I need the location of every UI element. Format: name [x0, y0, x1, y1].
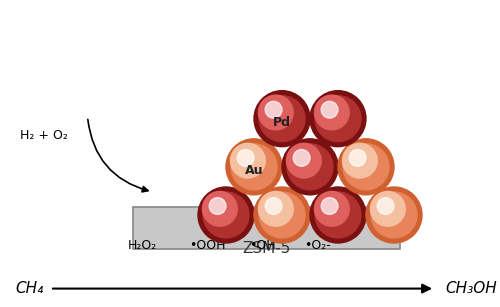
Circle shape [338, 139, 394, 195]
Circle shape [258, 95, 293, 130]
Text: CH₄: CH₄ [15, 281, 44, 296]
Circle shape [226, 139, 282, 195]
Circle shape [202, 192, 237, 226]
Circle shape [314, 95, 349, 130]
Text: •O₂-: •O₂- [304, 239, 331, 252]
Circle shape [259, 96, 305, 142]
Circle shape [230, 143, 265, 178]
Circle shape [315, 96, 361, 142]
Circle shape [315, 192, 361, 238]
Circle shape [282, 139, 338, 195]
Circle shape [265, 198, 282, 215]
Text: •OOH: •OOH [189, 239, 226, 252]
Circle shape [314, 192, 349, 226]
Circle shape [321, 101, 338, 118]
Text: H₂ + O₂: H₂ + O₂ [20, 129, 68, 142]
Circle shape [231, 144, 277, 190]
Text: Au: Au [245, 164, 263, 177]
Circle shape [198, 187, 254, 243]
Circle shape [321, 198, 338, 215]
Circle shape [286, 143, 321, 178]
Circle shape [310, 187, 366, 243]
Circle shape [342, 143, 377, 178]
Text: ZSM-5: ZSM-5 [242, 241, 290, 256]
Text: Pd: Pd [273, 116, 291, 129]
Circle shape [310, 91, 366, 147]
Circle shape [209, 198, 226, 215]
Text: CH₃OH: CH₃OH [445, 281, 497, 296]
Circle shape [370, 192, 405, 226]
Circle shape [366, 187, 422, 243]
Circle shape [254, 187, 310, 243]
Circle shape [349, 150, 366, 166]
Circle shape [287, 144, 333, 190]
Circle shape [258, 192, 293, 226]
FancyArrowPatch shape [88, 119, 148, 192]
Circle shape [259, 192, 305, 238]
Circle shape [265, 101, 282, 118]
Bar [132, 207, 400, 249]
Text: •OH: •OH [249, 239, 276, 252]
Circle shape [203, 192, 249, 238]
Circle shape [254, 91, 310, 147]
Circle shape [293, 150, 310, 166]
Circle shape [237, 150, 254, 166]
Circle shape [377, 198, 394, 215]
Circle shape [343, 144, 389, 190]
Text: H₂O₂: H₂O₂ [128, 239, 157, 252]
Circle shape [371, 192, 417, 238]
